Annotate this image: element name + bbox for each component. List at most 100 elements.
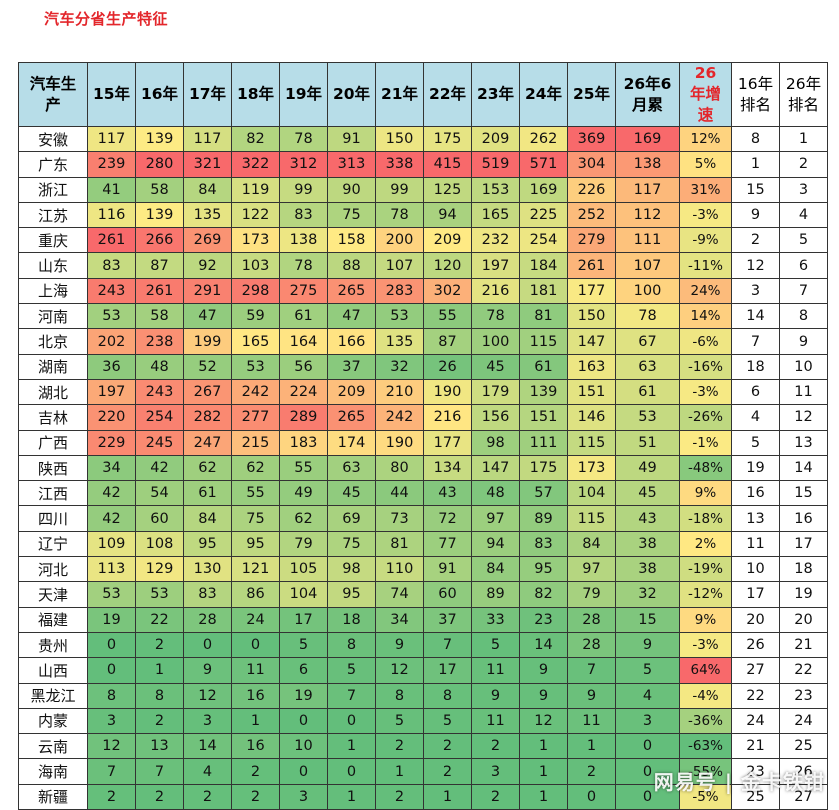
- value-cell: 44: [375, 480, 424, 507]
- value-cell: 2: [567, 758, 616, 785]
- value-cell: 77: [423, 530, 472, 558]
- header-4: 18年: [231, 62, 280, 127]
- table-row: 江西 42 54 61 55 49 45 44 43 48 57 104 45 9% 16 15: [18, 480, 828, 507]
- table-row: 湖南 36 48 52 53 56 37 32 26 45 61 163 63 -16% 18 10: [18, 353, 828, 380]
- growth-cell: -3%: [679, 201, 732, 229]
- value-cell: 11: [567, 707, 616, 735]
- province-cell: 贵州: [18, 631, 88, 659]
- value-cell: 8: [423, 682, 472, 709]
- rank-2016-cell: 1: [731, 151, 780, 178]
- table-row: 湖北 197 243 267 242 224 209 210 190 179 139 151 61 -3%…: [18, 378, 828, 406]
- value-cell: 151: [519, 404, 568, 431]
- value-cell: 55: [423, 303, 472, 330]
- growth-cell: 31%: [679, 176, 732, 203]
- province-cell: 新疆: [18, 783, 88, 810]
- value-cell: 197: [471, 252, 520, 279]
- value-cell: 60: [135, 505, 184, 532]
- value-cell: 15: [615, 606, 680, 633]
- value-cell: 55: [231, 480, 280, 507]
- value-cell: 120: [423, 252, 472, 279]
- value-cell: 97: [471, 505, 520, 532]
- value-cell: 119: [231, 176, 280, 203]
- value-cell: 3: [183, 707, 232, 735]
- value-cell: 0: [615, 733, 680, 760]
- value-cell: 2: [423, 758, 472, 785]
- value-cell: 42: [87, 480, 136, 507]
- value-cell: 48: [471, 480, 520, 507]
- value-cell: 252: [567, 201, 616, 229]
- value-cell: 74: [375, 581, 424, 608]
- value-cell: 5: [375, 707, 424, 735]
- growth-cell: -63%: [679, 733, 732, 760]
- province-cell: 湖北: [18, 378, 88, 406]
- value-cell: 75: [231, 505, 280, 532]
- value-cell: 0: [327, 707, 376, 735]
- value-cell: 99: [279, 176, 328, 203]
- value-cell: 153: [471, 176, 520, 203]
- value-cell: 115: [567, 429, 616, 456]
- value-cell: 238: [135, 328, 184, 355]
- value-cell: 47: [327, 303, 376, 330]
- value-cell: 84: [567, 530, 616, 558]
- value-cell: 98: [471, 429, 520, 456]
- value-cell: 4: [615, 682, 680, 709]
- growth-cell: 9%: [679, 480, 732, 507]
- value-cell: 89: [471, 581, 520, 608]
- value-cell: 49: [279, 480, 328, 507]
- value-cell: 197: [87, 378, 136, 406]
- value-cell: 75: [327, 201, 376, 229]
- value-cell: 9: [471, 682, 520, 709]
- value-cell: 302: [423, 277, 472, 305]
- value-cell: 210: [375, 378, 424, 406]
- rank-2026-cell: 10: [779, 353, 828, 380]
- table-row: 山东 83 87 92 103 78 88 107 120 197 184 261 107 -11% 12 6: [18, 252, 828, 279]
- table-body: 安徽 117 139 117 82 78 91 150 175 209 262 369 169 12% 8 1…: [18, 125, 828, 810]
- value-cell: 242: [375, 404, 424, 431]
- growth-cell: -1%: [679, 429, 732, 456]
- value-cell: 173: [231, 227, 280, 254]
- rank-2026-cell: 16: [779, 505, 828, 532]
- value-cell: 181: [519, 277, 568, 305]
- value-cell: 90: [327, 176, 376, 203]
- value-cell: 138: [279, 227, 328, 254]
- table-row: 重庆 261 266 269 173 138 158 200 209 232 254 279 111 -9…: [18, 227, 828, 254]
- value-cell: 7: [87, 758, 136, 785]
- value-cell: 107: [375, 252, 424, 279]
- value-cell: 28: [567, 606, 616, 633]
- rank-2016-cell: 27: [731, 657, 780, 684]
- value-cell: 282: [183, 404, 232, 431]
- value-cell: 312: [279, 151, 328, 178]
- value-cell: 62: [279, 505, 328, 532]
- value-cell: 216: [423, 404, 472, 431]
- value-cell: 0: [231, 631, 280, 659]
- rank-2026-cell: 23: [779, 682, 828, 709]
- value-cell: 38: [615, 556, 680, 583]
- watermark-text: 网易号 | 金卡铁钳: [653, 770, 825, 794]
- growth-cell: -48%: [679, 454, 732, 482]
- rank-2026-cell: 3: [779, 176, 828, 203]
- value-cell: 313: [327, 151, 376, 178]
- rank-2016-cell: 14: [731, 303, 780, 330]
- province-cell: 山东: [18, 252, 88, 279]
- value-cell: 279: [567, 227, 616, 254]
- value-cell: 242: [231, 378, 280, 406]
- value-cell: 3: [615, 707, 680, 735]
- value-cell: 95: [231, 530, 280, 558]
- value-cell: 22: [135, 606, 184, 633]
- value-cell: 11: [471, 707, 520, 735]
- value-cell: 26: [423, 353, 472, 380]
- value-cell: 2: [231, 783, 280, 810]
- rank-2026-cell: 1: [779, 125, 828, 153]
- value-cell: 5: [279, 631, 328, 659]
- table-row: 广东 239 280 321 322 312 313 338 415 519 571 304 138 5%…: [18, 151, 828, 178]
- value-cell: 2: [231, 758, 280, 785]
- value-cell: 19: [279, 682, 328, 709]
- value-cell: 92: [183, 252, 232, 279]
- value-cell: 100: [615, 277, 680, 305]
- value-cell: 67: [615, 328, 680, 355]
- value-cell: 245: [135, 429, 184, 456]
- value-cell: 83: [87, 252, 136, 279]
- table-row: 内蒙 3 2 3 1 0 0 5 5 11 12 11 3 -36% 24 24: [18, 707, 828, 735]
- growth-cell: -55%: [679, 758, 732, 785]
- value-cell: 7: [567, 657, 616, 684]
